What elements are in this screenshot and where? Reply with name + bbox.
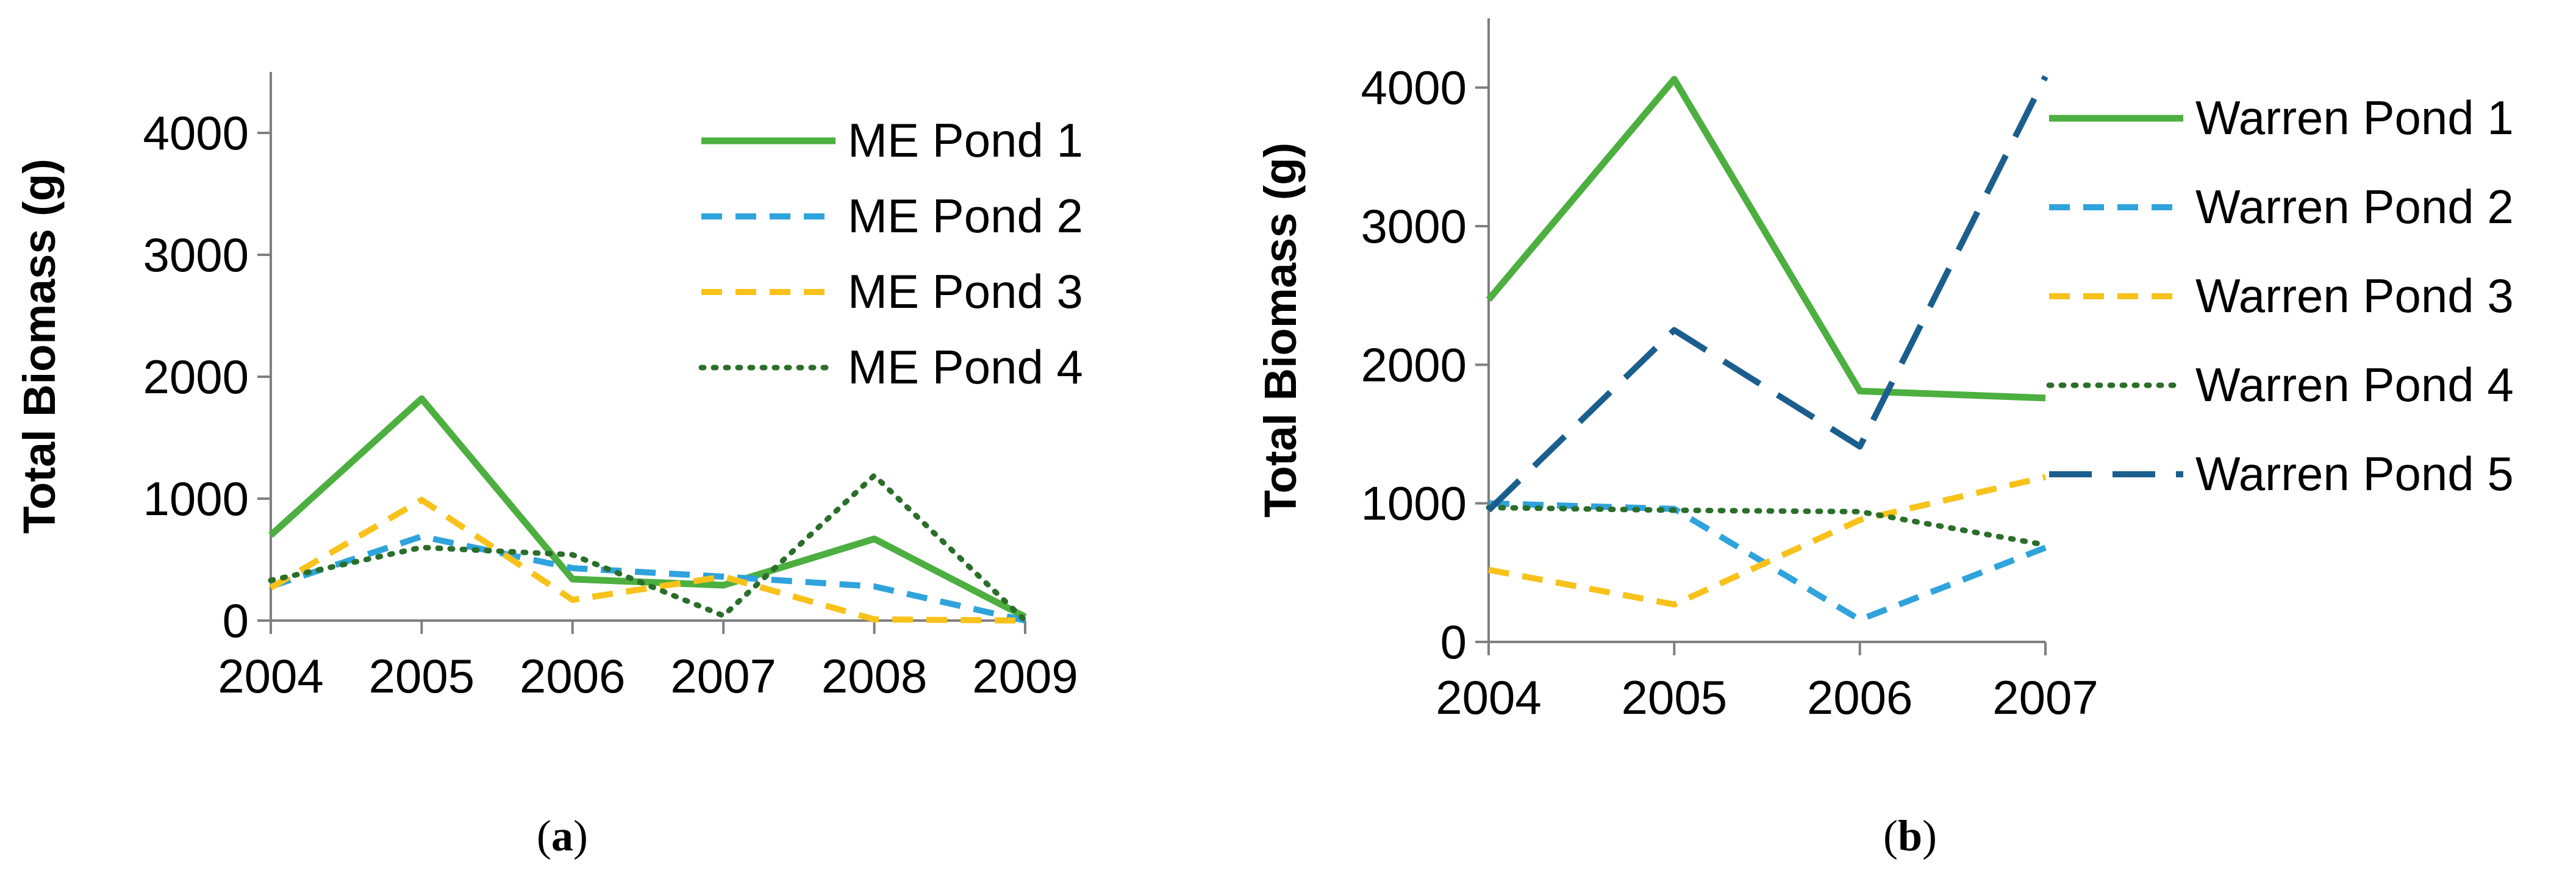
y-tick-label: 4000 [1361, 61, 1467, 115]
legend-label-3: ME Pond 3 [848, 265, 1083, 318]
y-tick-label: 3000 [1361, 199, 1467, 253]
x-tick-label: 2009 [972, 649, 1078, 703]
y-tick-label: 3000 [143, 228, 249, 282]
x-tick-label: 2006 [1807, 671, 1913, 724]
chart-panel-b: 0 1000 2000 3000 4000 2004 2005 2006 2007 Total B… [1255, 18, 2514, 860]
x-tick-label: 2005 [369, 649, 475, 703]
y-tick-label: 2000 [143, 350, 249, 404]
legend-label-5: Warren Pond 5 [2195, 447, 2514, 500]
y-axis-label: Total Biomass (g) [14, 158, 65, 533]
x-tick-label: 2007 [670, 649, 776, 703]
legend-label-1: ME Pond 1 [848, 113, 1083, 167]
x-tick-label: 2005 [1622, 671, 1728, 724]
x-tick-label: 2004 [218, 649, 324, 703]
y-tick-label: 0 [1440, 615, 1467, 669]
y-tick-label: 2000 [1361, 338, 1467, 391]
panel-caption: (b) [1883, 811, 1937, 860]
series-line-4 [1486, 505, 2048, 548]
series-line-3 [1488, 474, 2047, 608]
series-line-4 [268, 472, 1028, 624]
panel-caption: (a) [537, 811, 588, 860]
chart-panel-a: 0 1000 2000 3000 4000 2004 2005 2006 2007 2008 200… [14, 72, 1083, 860]
y-tick-label: 1000 [1361, 477, 1467, 530]
series-line-1 [1486, 76, 2046, 402]
y-axis-label: Total Biomass (g) [1255, 143, 1306, 518]
legend-label-2: ME Pond 2 [848, 189, 1083, 243]
legend-label-4: ME Pond 4 [848, 340, 1083, 394]
series-line-1 [268, 395, 1027, 620]
legend-label-3: Warren Pond 3 [2195, 269, 2514, 322]
series-line-3 [269, 497, 1026, 624]
x-tick-label: 2008 [821, 649, 928, 703]
x-tick-label: 2004 [1436, 671, 1542, 724]
series-line-5 [1486, 75, 2048, 513]
legend-label-4: Warren Pond 4 [2195, 358, 2514, 411]
series-line-2 [270, 533, 1026, 624]
legend-label-1: Warren Pond 1 [2195, 91, 2514, 144]
x-tick-label: 2006 [520, 649, 626, 703]
y-tick-label: 0 [223, 594, 249, 647]
legend-label-2: Warren Pond 2 [2195, 180, 2514, 233]
x-tick-label: 2007 [1992, 671, 2098, 724]
y-tick-label: 1000 [143, 472, 249, 525]
y-tick-label: 4000 [143, 106, 249, 160]
